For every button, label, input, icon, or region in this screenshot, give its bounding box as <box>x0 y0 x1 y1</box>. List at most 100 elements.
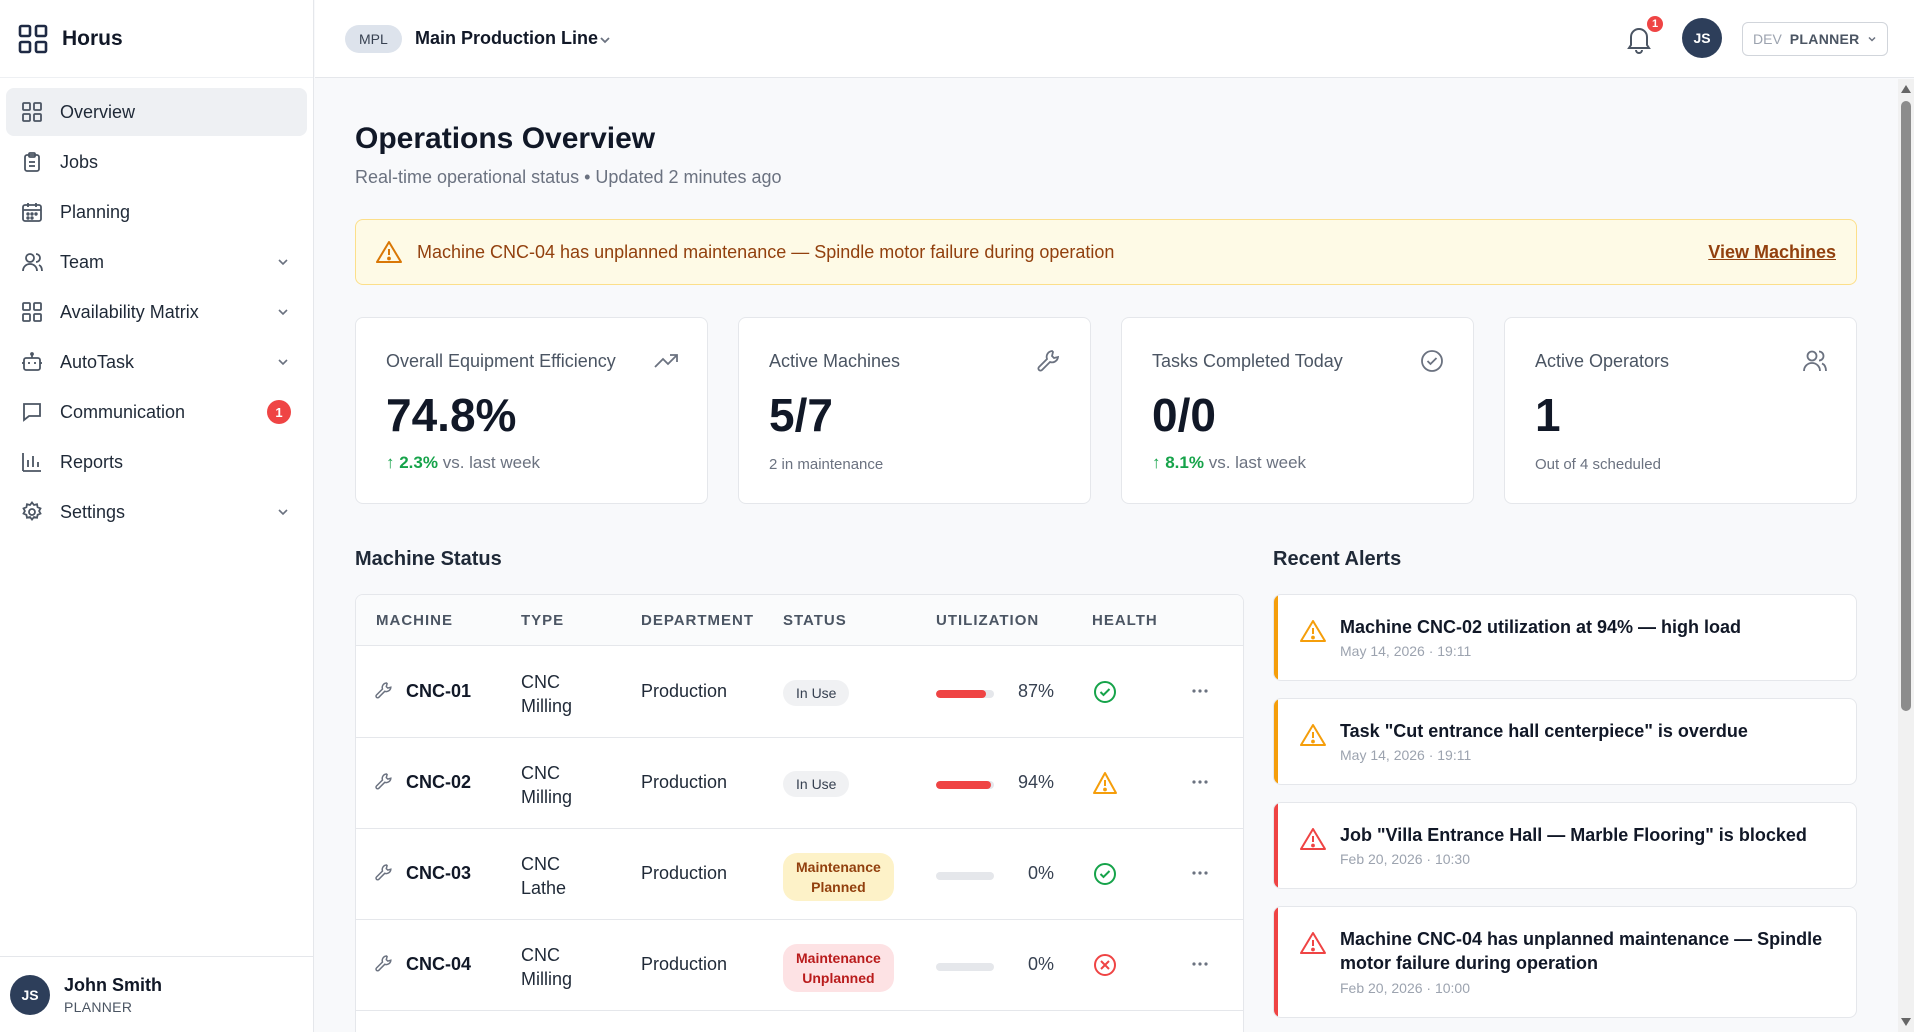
kpi-label: Tasks Completed Today <box>1152 351 1343 371</box>
sidebar-item-communication[interactable]: Communication 1 <box>6 388 307 436</box>
scroll-up-arrow[interactable] <box>1901 85 1911 93</box>
sidebar-item-autotask[interactable]: AutoTask <box>6 338 307 386</box>
sidebar: Horus Overview Jobs Planning Team Availa… <box>0 0 314 1032</box>
avatar[interactable]: JS <box>1682 18 1722 58</box>
kpi-label: Active Operators <box>1535 351 1670 371</box>
column-header[interactable]: TYPE <box>521 612 565 629</box>
user-role: PLANNER <box>64 998 133 1015</box>
wrench-icon <box>375 682 392 699</box>
user-profile[interactable]: JS John Smith PLANNER <box>0 956 313 1032</box>
message-icon <box>20 400 44 424</box>
sidebar-item-reports[interactable]: Reports <box>6 438 307 486</box>
kpi-value: 5/7 <box>769 389 833 441</box>
sidebar-item-label: Team <box>60 251 105 272</box>
column-header[interactable]: DEPARTMENT <box>641 612 755 629</box>
recent-alerts-title: Recent Alerts <box>1273 548 1402 570</box>
alert-time: May 14, 2026 · 19:11 <box>1340 643 1472 659</box>
warning-icon <box>1300 620 1326 642</box>
wrench-icon <box>375 864 392 881</box>
brand[interactable]: Horus <box>0 0 313 78</box>
machine-department: Production <box>641 772 728 792</box>
sidebar-item-label: Reports <box>60 451 124 472</box>
column-header[interactable]: UTILIZATION <box>936 612 1040 629</box>
env-label: DEV <box>1753 31 1782 47</box>
more-options-icon[interactable] <box>1190 960 1210 968</box>
grid-icon <box>20 100 44 124</box>
role-switcher[interactable]: DEV PLANNER <box>1742 22 1888 56</box>
scroll-thumb[interactable] <box>1901 101 1911 711</box>
page-title: Operations Overview <box>355 122 656 155</box>
app-name: Horus <box>62 26 123 50</box>
kpi-card-oee: Overall Equipment Efficiency 74.8% ↑ 2.3… <box>355 317 708 504</box>
grid-logo-icon <box>18 24 48 53</box>
table-row[interactable]: CNC-01 CNC Milling Production In Use 87% <box>356 647 1243 738</box>
chevron-down-icon[interactable] <box>275 304 291 320</box>
gear-icon <box>20 500 44 524</box>
alert-item[interactable]: Machine CNC-02 utilization at 94% — high… <box>1273 594 1857 681</box>
check-circle-icon <box>1094 681 1116 703</box>
alert-item[interactable]: Machine CNC-04 has unplanned maintenance… <box>1273 906 1857 1018</box>
kpi-value: 74.8% <box>386 389 517 441</box>
scrollbar[interactable] <box>1898 79 1914 1032</box>
line-code-badge[interactable]: MPL <box>345 25 402 53</box>
avatar: JS <box>10 974 50 1015</box>
column-header[interactable]: STATUS <box>783 612 847 629</box>
sidebar-item-planning[interactable]: Planning <box>6 188 307 236</box>
alert-triangle-icon <box>1300 828 1326 850</box>
sidebar-item-label: Jobs <box>60 151 99 172</box>
table-row[interactable]: CNC-03 CNC Lathe Production Maintenance Pl… <box>356 829 1243 920</box>
sidebar-item-team[interactable]: Team <box>6 238 307 286</box>
bell-icon[interactable] <box>1625 24 1653 54</box>
role-label: PLANNER <box>1789 31 1860 47</box>
alert-time: Feb 20, 2026 · 10:00 <box>1340 980 1470 996</box>
more-options-icon[interactable] <box>1190 687 1210 695</box>
severity-bar <box>1274 907 1278 1017</box>
table-row[interactable]: CNC-02 CNC Milling Production In Use 94% <box>356 738 1243 829</box>
sidebar-item-jobs[interactable]: Jobs <box>6 138 307 186</box>
more-options-icon[interactable] <box>1190 869 1210 877</box>
utilization-bar <box>936 872 994 880</box>
more-options-icon[interactable] <box>1190 778 1210 786</box>
alert-item[interactable]: Task "Cut entrance hall centerpiece" is … <box>1273 698 1857 785</box>
notification-badge: 1 <box>267 400 291 424</box>
sidebar-item-label: AutoTask <box>60 351 135 372</box>
view-machines-link[interactable]: View Machines <box>1708 242 1836 262</box>
wrench-icon <box>375 773 392 790</box>
alert-title: Machine CNC-04 has unplanned maintenance… <box>1340 929 1823 973</box>
sidebar-item-settings[interactable]: Settings <box>6 488 307 536</box>
table-row[interactable]: CNC-04 CNC Milling Production Maintenance… <box>356 920 1243 1011</box>
sidebar-item-availability-matrix[interactable]: Availability Matrix <box>6 288 307 336</box>
machine-name: CNC-03 <box>406 863 472 883</box>
utilization-bar <box>936 963 994 971</box>
alert-banner: Machine CNC-04 has unplanned maintenance… <box>355 219 1857 285</box>
severity-bar <box>1274 803 1278 888</box>
chevron-down-icon[interactable] <box>275 504 291 520</box>
production-line-selector[interactable]: Main Production Line <box>415 28 598 48</box>
chevron-down-icon[interactable] <box>275 354 291 370</box>
kpi-cards: Overall Equipment Efficiency 74.8% ↑ 2.3… <box>355 317 1857 504</box>
scroll-down-arrow[interactable] <box>1901 1018 1911 1026</box>
grid-icon <box>20 300 44 324</box>
warning-icon <box>376 241 402 263</box>
alert-triangle-icon <box>1300 932 1326 954</box>
sidebar-item-label: Availability Matrix <box>60 301 199 322</box>
sidebar-item-overview[interactable]: Overview <box>6 88 307 136</box>
alert-item[interactable]: Job "Villa Entrance Hall — Marble Floori… <box>1273 802 1857 889</box>
column-header[interactable]: HEALTH <box>1092 612 1158 629</box>
page-subtitle: Real-time operational status • Updated 2… <box>355 167 782 187</box>
alert-time: Feb 20, 2026 · 10:30 <box>1340 851 1470 867</box>
clipboard-icon <box>20 150 44 174</box>
machine-status-table: MACHINE TYPE DEPARTMENT STATUS UTILIZATI… <box>355 594 1244 1032</box>
wrench-icon <box>375 955 392 972</box>
check-circle-icon <box>1094 863 1116 885</box>
error-circle-icon <box>1094 954 1116 976</box>
chevron-down-icon[interactable] <box>597 32 613 48</box>
machine-name: CNC-04 <box>406 954 472 974</box>
calendar-icon <box>20 200 44 224</box>
kpi-label: Overall Equipment Efficiency <box>386 351 616 371</box>
chevron-down-icon[interactable] <box>275 254 291 270</box>
alert-time: May 14, 2026 · 19:11 <box>1340 747 1472 763</box>
column-header[interactable]: MACHINE <box>376 612 453 629</box>
chevron-down-icon <box>1868 36 1876 42</box>
machine-department: Production <box>641 681 728 701</box>
